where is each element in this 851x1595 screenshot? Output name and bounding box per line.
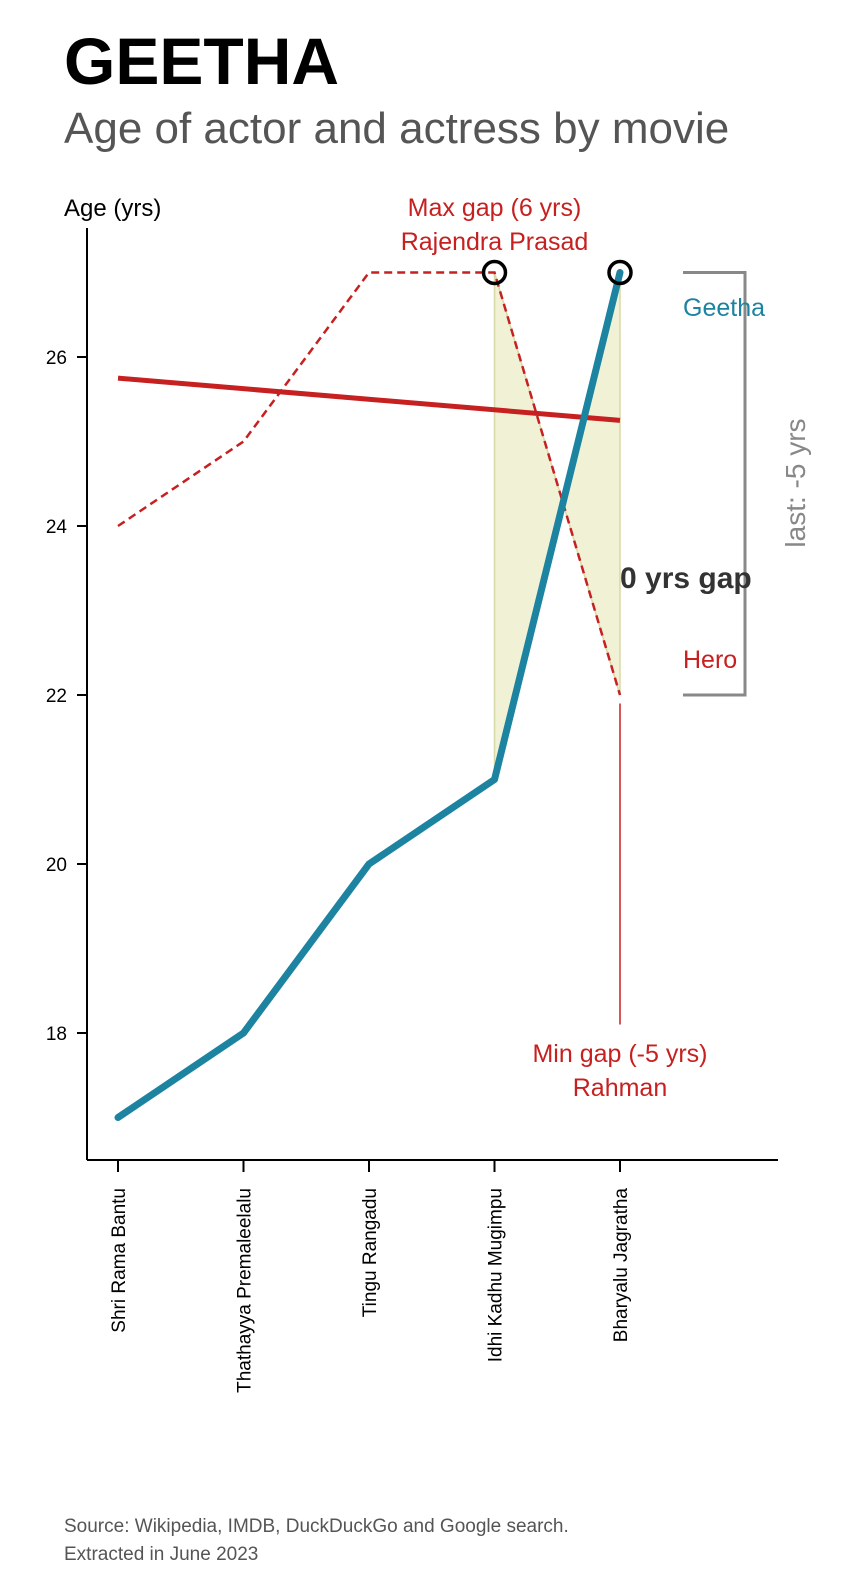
y-axis-label: Age (yrs): [64, 195, 161, 222]
y-tick-label: 18: [46, 1024, 67, 1045]
y-tick-label: 26: [46, 348, 67, 369]
hero-series-label: Hero: [683, 646, 737, 674]
source-line-2: Extracted in June 2023: [64, 1544, 258, 1565]
gap-bracket: [683, 271, 747, 697]
source-line-1: Source: Wikipedia, IMDB, DuckDuckGo and …: [64, 1516, 569, 1537]
x-tick-label: Bharyalu Jagratha: [611, 1188, 632, 1343]
chart-subtitle: Age of actor and actress by movie: [64, 104, 729, 153]
chart-title: GEETHA: [64, 24, 339, 98]
min-gap-actor-label: Rahman: [573, 1074, 668, 1102]
trend-line: [117, 375, 621, 423]
y-tick-label: 20: [46, 855, 67, 876]
gap-value-label: 0 yrs gap: [620, 562, 752, 595]
highlight-marker: [481, 259, 508, 286]
x-tick-label: Idhi Kadhu Mugimpu: [486, 1188, 507, 1362]
highlight-marker: [607, 259, 633, 286]
x-tick-label: Tingu Rangadu: [360, 1188, 381, 1317]
min-gap-label: Min gap (-5 yrs): [532, 1040, 707, 1068]
last-gap-label: last: -5 yrs: [780, 418, 811, 547]
x-tick-label: Shri Rama Bantu: [109, 1188, 130, 1333]
x-tick-label: Thathayya Premaleelalu: [235, 1188, 256, 1393]
max-gap-label: Max gap (6 yrs): [408, 194, 582, 222]
max-gap-actor-label: Rajendra Prasad: [401, 228, 589, 256]
y-tick-label: 22: [46, 686, 67, 707]
geetha-series-line: [114, 269, 624, 1121]
y-tick-label: 24: [46, 517, 68, 538]
plot-area: 18 20 22 24 26 Shri Rama Bantu Thathayya Prema…: [46, 194, 811, 1393]
geetha-series-label: Geetha: [683, 294, 765, 322]
